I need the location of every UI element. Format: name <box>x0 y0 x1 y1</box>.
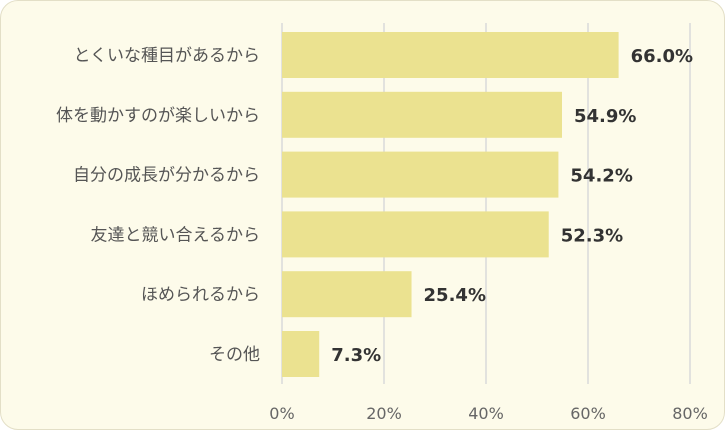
bar <box>282 331 320 377</box>
category-label: 友達と競い合えるから <box>91 225 261 245</box>
value-label: 25.4% <box>424 285 486 306</box>
category-label: とくいな種目があるから <box>74 46 261 66</box>
value-label: 54.2% <box>570 166 632 187</box>
value-label: 66.0% <box>631 46 693 67</box>
category-label: ほめられるから <box>141 285 260 305</box>
grid-layer <box>281 23 691 384</box>
x-tick-label: 80% <box>672 404 708 423</box>
bar-layer <box>282 32 619 377</box>
category-label: その他 <box>209 345 260 365</box>
value-label: 54.9% <box>574 106 636 127</box>
x-tick-label: 40% <box>468 404 504 423</box>
label-layer: 0% 20% 40% 60% 80% とくいな種目があるから 66.0% 体を動かすのが楽しい… <box>56 46 708 423</box>
value-label: 52.3% <box>561 225 623 246</box>
bar <box>282 211 549 258</box>
bar <box>282 91 562 138</box>
x-tick-label: 60% <box>570 404 606 423</box>
x-tick-label: 20% <box>366 404 402 423</box>
x-tick-label: 0% <box>269 404 294 423</box>
bar <box>282 32 619 78</box>
category-label: 自分の成長が分かるから <box>73 166 260 186</box>
bar <box>282 151 559 198</box>
bar <box>282 271 412 318</box>
category-label: 体を動かすのが楽しいから <box>56 106 260 126</box>
value-label: 7.3% <box>331 345 381 366</box>
